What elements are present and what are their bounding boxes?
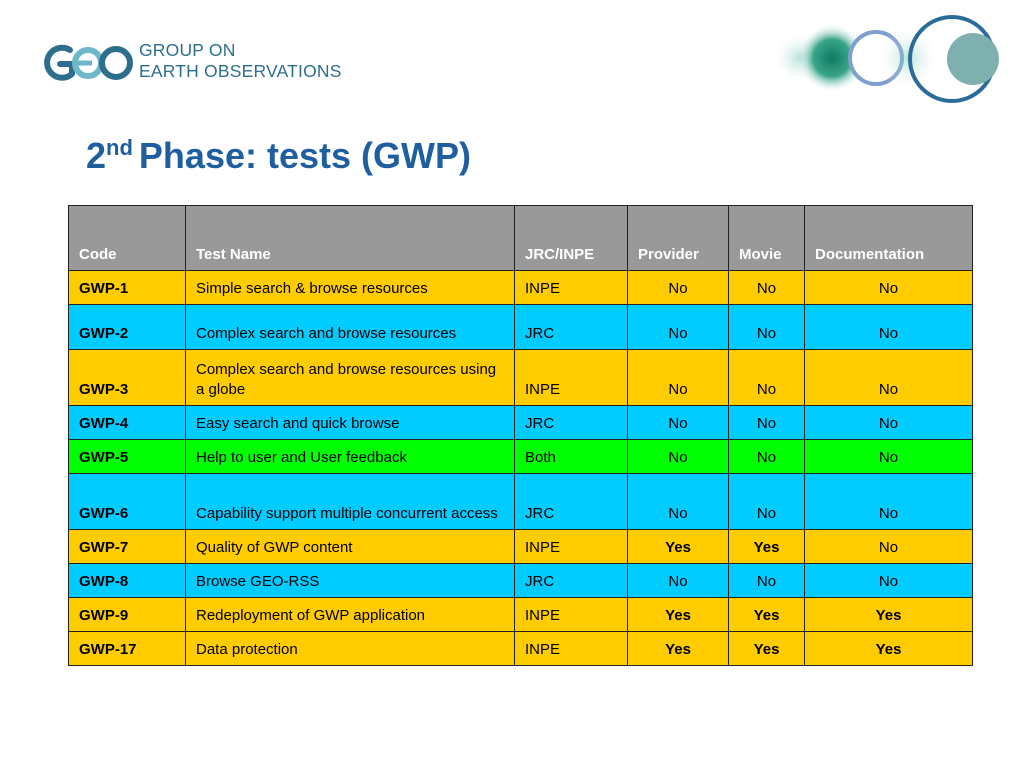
- header-jrc-inpe: JRC/INPE: [514, 205, 628, 271]
- cell-documentation: Yes: [804, 631, 973, 666]
- cell-documentation: Yes: [804, 597, 973, 632]
- cell-code: GWP-5: [68, 439, 186, 474]
- cell-org: JRC: [514, 304, 628, 350]
- cell-provider: Yes: [627, 631, 729, 666]
- cell-code: GWP-6: [68, 473, 186, 530]
- table-row: GWP-6 Capability support multiple concur…: [68, 473, 973, 530]
- cell-provider: No: [627, 563, 729, 598]
- cell-code: GWP-9: [68, 597, 186, 632]
- cell-movie: No: [728, 349, 805, 406]
- title-number: 2: [86, 135, 107, 176]
- cell-provider: No: [627, 473, 729, 530]
- decorative-circles: [772, 15, 999, 103]
- cell-documentation: No: [804, 439, 973, 474]
- cell-movie: No: [728, 270, 805, 305]
- cell-org: INPE: [514, 631, 628, 666]
- cell-test-name: Data protection: [185, 631, 515, 666]
- header-test-name: Test Name: [185, 205, 515, 271]
- cell-movie: Yes: [728, 597, 805, 632]
- cell-test-name: Redeployment of GWP application: [185, 597, 515, 632]
- table-row: GWP-3 Complex search and browse resource…: [68, 349, 973, 406]
- tests-table: Code Test Name JRC/INPE Provider Movie D…: [68, 205, 973, 666]
- cell-code: GWP-1: [68, 270, 186, 305]
- cell-movie: No: [728, 439, 805, 474]
- cell-movie: No: [728, 473, 805, 530]
- table-header-row: Code Test Name JRC/INPE Provider Movie D…: [68, 205, 973, 271]
- logo-line-1: GROUP ON: [139, 40, 236, 60]
- header-documentation: Documentation: [804, 205, 973, 271]
- title-text: Phase: tests (GWP): [138, 135, 471, 176]
- geo-logo: GROUP ON EARTH OBSERVATIONS: [40, 40, 342, 90]
- table-row: GWP-8 Browse GEO-RSS JRC No No No: [68, 563, 973, 598]
- cell-documentation: No: [804, 563, 973, 598]
- logo-line-2: EARTH OBSERVATIONS: [139, 61, 342, 81]
- cell-org: JRC: [514, 405, 628, 440]
- table-row: GWP-5 Help to user and User feedback Bot…: [68, 439, 973, 474]
- cell-provider: No: [627, 405, 729, 440]
- cell-documentation: No: [804, 405, 973, 440]
- cell-org: INPE: [514, 529, 628, 564]
- cell-test-name: Browse GEO-RSS: [185, 563, 515, 598]
- cell-test-name: Quality of GWP content: [185, 529, 515, 564]
- cell-documentation: No: [804, 529, 973, 564]
- table-row: GWP-1 Simple search & browse resources I…: [68, 270, 973, 305]
- cell-org: INPE: [514, 349, 628, 406]
- cell-code: GWP-2: [68, 304, 186, 350]
- cell-code: GWP-8: [68, 563, 186, 598]
- cell-provider: No: [627, 439, 729, 474]
- cell-test-name: Help to user and User feedback: [185, 439, 515, 474]
- cell-documentation: No: [804, 349, 973, 406]
- cell-test-name: Capability support multiple concurrent a…: [185, 473, 515, 530]
- cell-movie: No: [728, 304, 805, 350]
- cell-test-name: Complex search and browse resources: [185, 304, 515, 350]
- cell-movie: No: [728, 563, 805, 598]
- title-ordinal: nd: [106, 135, 133, 160]
- header-movie: Movie: [728, 205, 805, 271]
- cell-org: INPE: [514, 270, 628, 305]
- cell-test-name: Complex search and browse resources usin…: [185, 349, 515, 406]
- table-row: GWP-17 Data protection INPE Yes Yes Yes: [68, 631, 973, 666]
- cell-documentation: No: [804, 304, 973, 350]
- header-provider: Provider: [627, 205, 729, 271]
- slide-title: 2nd Phase: tests (GWP): [86, 135, 471, 177]
- cell-movie: Yes: [728, 631, 805, 666]
- cell-documentation: No: [804, 473, 973, 530]
- cell-movie: Yes: [728, 529, 805, 564]
- cell-movie: No: [728, 405, 805, 440]
- table-row: GWP-7 Quality of GWP content INPE Yes Ye…: [68, 529, 973, 564]
- cell-code: GWP-7: [68, 529, 186, 564]
- cell-code: GWP-17: [68, 631, 186, 666]
- cell-provider: Yes: [627, 529, 729, 564]
- logo-text: GROUP ON EARTH OBSERVATIONS: [139, 40, 342, 82]
- table-row: GWP-9 Redeployment of GWP application IN…: [68, 597, 973, 632]
- cell-org: INPE: [514, 597, 628, 632]
- cell-provider: No: [627, 270, 729, 305]
- cell-org: JRC: [514, 563, 628, 598]
- header-code: Code: [68, 205, 186, 271]
- cell-code: GWP-4: [68, 405, 186, 440]
- cell-documentation: No: [804, 270, 973, 305]
- table-row: GWP-4 Easy search and quick browse JRC N…: [68, 405, 973, 440]
- cell-org: JRC: [514, 473, 628, 530]
- cell-org: Both: [514, 439, 628, 474]
- table-row: GWP-2 Complex search and browse resource…: [68, 304, 973, 350]
- cell-provider: No: [627, 349, 729, 406]
- cell-test-name: Easy search and quick browse: [185, 405, 515, 440]
- cell-provider: Yes: [627, 597, 729, 632]
- geo-logo-mark: [44, 44, 133, 81]
- cell-test-name: Simple search & browse resources: [185, 270, 515, 305]
- cell-provider: No: [627, 304, 729, 350]
- cell-code: GWP-3: [68, 349, 186, 406]
